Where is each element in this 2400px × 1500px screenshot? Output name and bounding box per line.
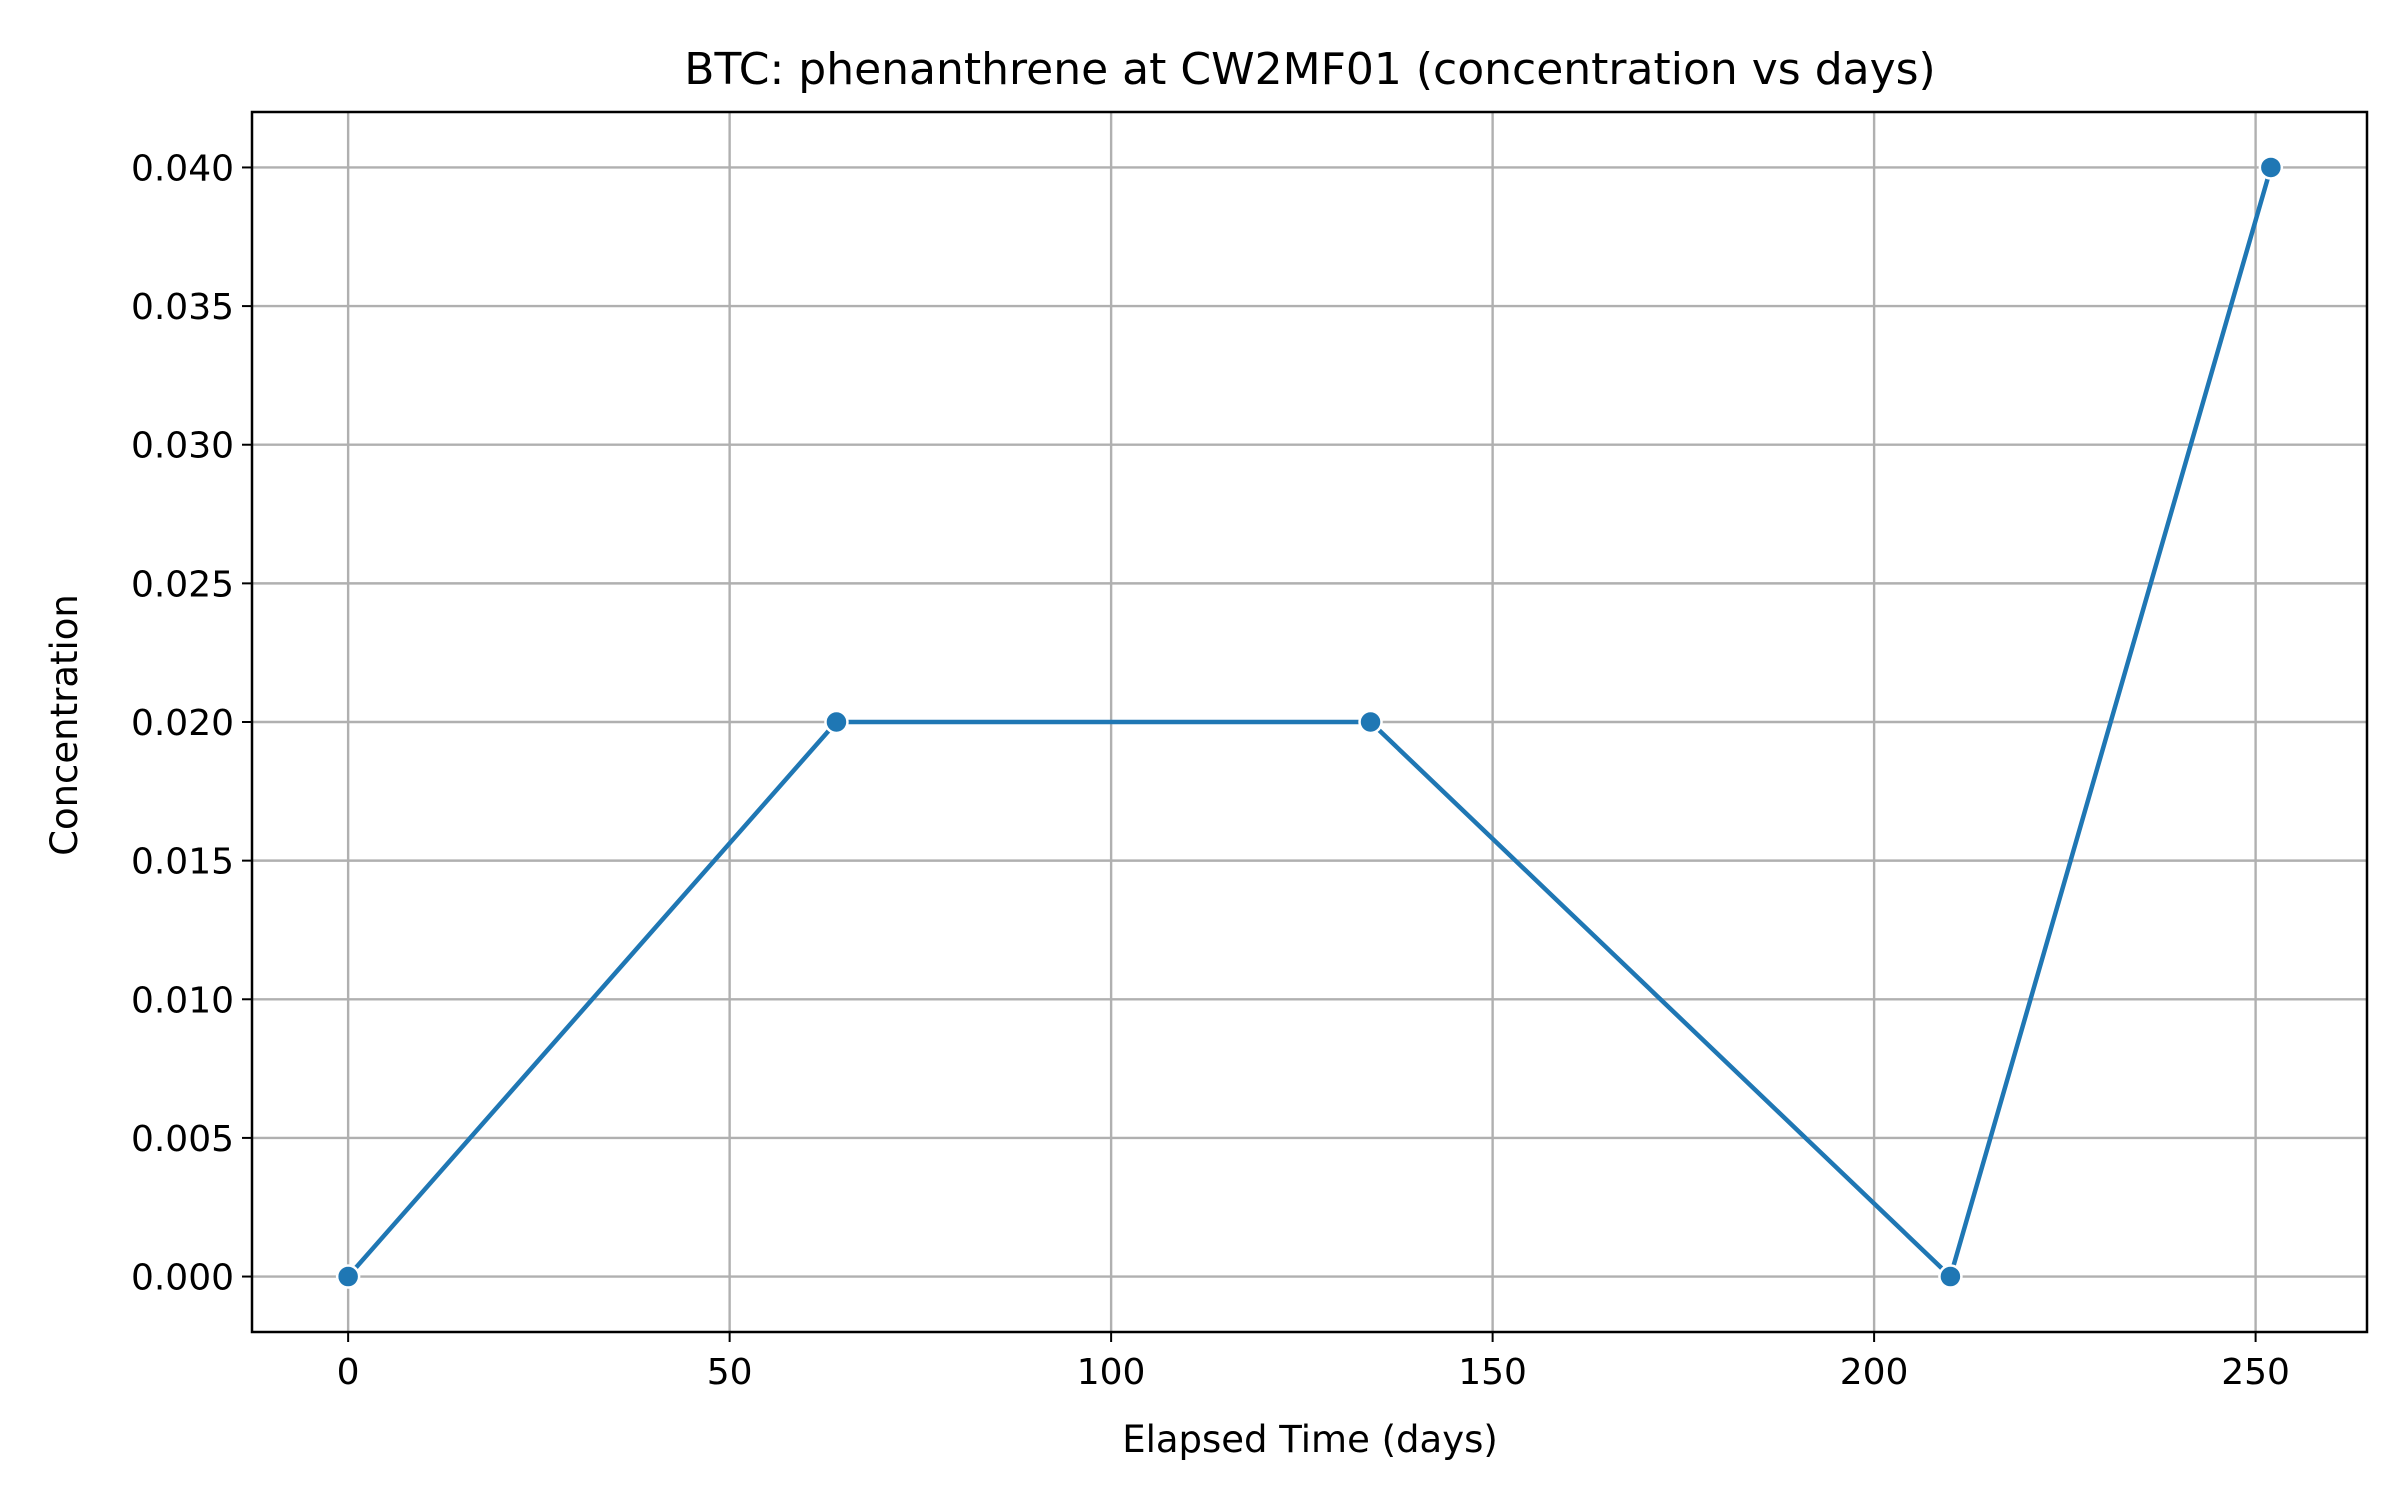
y-tick-label: 0.000 (131, 1258, 234, 1299)
y-tick-label: 0.030 (131, 426, 234, 467)
data-point (1938, 1264, 1963, 1289)
x-axis-ticks: 0 50 100 150 200 250 (337, 1332, 2290, 1393)
x-axis-label: Elapsed Time (days) (1122, 1418, 1498, 1461)
x-tick-label: 150 (1458, 1352, 1527, 1393)
y-axis-label: Concentration (43, 594, 86, 856)
y-tick-label: 0.040 (131, 148, 234, 189)
x-tick-label: 200 (1840, 1352, 1909, 1393)
x-tick-label: 0 (337, 1352, 360, 1393)
y-tick-label: 0.015 (131, 842, 234, 883)
series-layer (335, 155, 2284, 1289)
data-point (335, 1264, 361, 1289)
data-point (824, 709, 849, 735)
data-point (1358, 709, 1383, 735)
x-tick-label: 100 (1077, 1352, 1146, 1393)
data-point (2258, 155, 2284, 180)
y-axis-ticks: 0.000 0.005 0.010 0.015 0.020 0.025 0.030 0.035… (131, 148, 252, 1299)
chart-title: BTC: phenanthrene at CW2MF01 (concentrat… (684, 44, 1935, 95)
x-tick-label: 50 (707, 1352, 753, 1393)
y-tick-label: 0.035 (131, 287, 234, 328)
x-tick-label: 250 (2221, 1352, 2290, 1393)
y-tick-label: 0.020 (131, 703, 234, 744)
y-tick-label: 0.005 (131, 1119, 234, 1160)
y-tick-label: 0.010 (131, 980, 234, 1021)
y-tick-label: 0.025 (131, 564, 234, 605)
